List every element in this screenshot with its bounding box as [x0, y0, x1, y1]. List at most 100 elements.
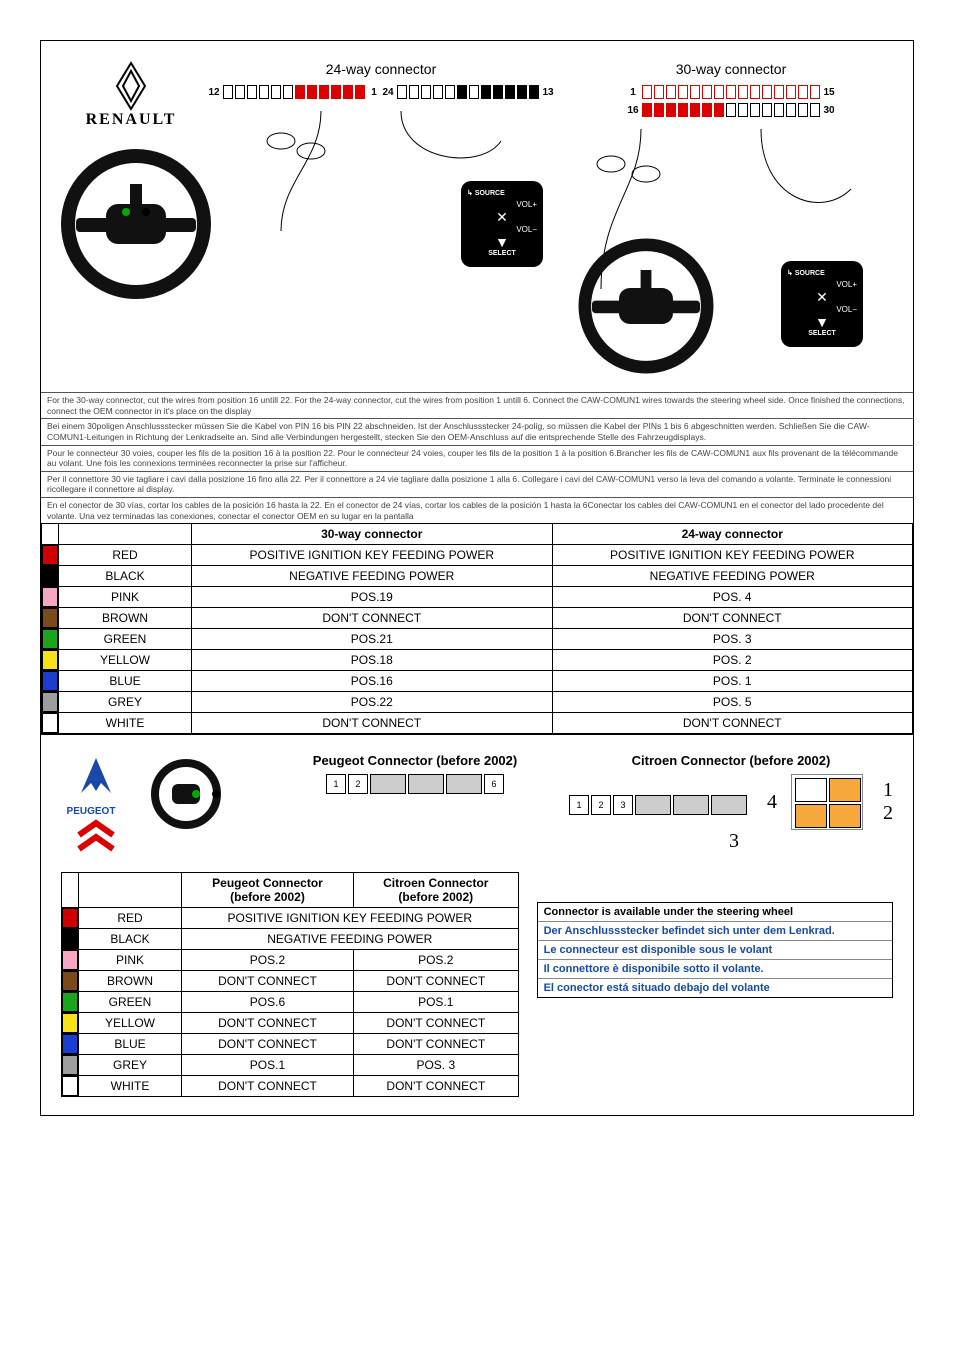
note-line: Der Anschlussstecker befindet sich unter… — [538, 922, 892, 941]
wire-peugeot: DON'T CONNECT — [182, 1034, 354, 1055]
color-swatch — [62, 1013, 78, 1033]
stalk-volm-label: VOL− — [836, 305, 857, 314]
wire-name: BLUE — [79, 1034, 182, 1055]
color-swatch — [42, 587, 58, 607]
citroen-connector-pins: 123 — [569, 795, 747, 815]
psa-head-peugeot: Peugeot Connector (before 2002) — [182, 873, 354, 908]
peugeot-logo-block: PEUGEOT — [61, 753, 131, 860]
renault-wire-table: 30-way connector 24-way connector RED PO… — [41, 523, 913, 734]
stalk-select-label: SELECT — [787, 329, 857, 339]
steering-wheel-24 — [61, 149, 211, 299]
color-swatch — [62, 971, 78, 991]
psa-head-citroen: Citroen Connector (before 2002) — [353, 873, 518, 908]
note-line: Connector is available under the steerin… — [538, 903, 892, 922]
citroen-side-1: 1 — [877, 779, 893, 802]
wire-24way: DON'T CONNECT — [552, 713, 913, 734]
table-row: RED POSITIVE IGNITION KEY FEEDING POWER — [62, 908, 519, 929]
page: RENAULT 24-way connector 1212413 — [40, 40, 914, 1116]
table-row: GREEN POS.21 POS. 3 — [42, 629, 913, 650]
citroen-side-grid — [791, 774, 863, 830]
table-row: BLACK NEGATIVE FEEDING POWER — [62, 929, 519, 950]
wire-name: WHITE — [59, 713, 192, 734]
wire-30way: POS.16 — [192, 671, 553, 692]
instruction-text: Pour le connecteur 30 voies, couper les … — [41, 445, 913, 471]
wire-peugeot: DON'T CONNECT — [182, 971, 354, 992]
renault-brand-text: RENAULT — [86, 111, 177, 129]
instruction-block: For the 30-way connector, cut the wires … — [41, 392, 913, 523]
table-row: BLACK NEGATIVE FEEDING POWER NEGATIVE FE… — [42, 566, 913, 587]
connector-pin: 1 — [326, 774, 346, 794]
stalk-source-label: SOURCE — [795, 270, 825, 277]
wire-30way: DON'T CONNECT — [192, 608, 553, 629]
color-swatch — [62, 1076, 78, 1096]
table-row: RED POSITIVE IGNITION KEY FEEDING POWER … — [42, 545, 913, 566]
psa-section: PEUGEOT Peugeot Connector (before 2002) … — [41, 735, 913, 1115]
instruction-text: En el conector de 30 vías, cortar los ca… — [41, 497, 913, 523]
steering-wheel-30 — [579, 239, 714, 374]
instruction-text: Per il connettore 30 vie tagliare i cavi… — [41, 471, 913, 497]
wire-name: GREEN — [59, 629, 192, 650]
connector-pin — [673, 795, 709, 815]
wire-citroen: DON'T CONNECT — [353, 1076, 518, 1097]
wire-name: PINK — [59, 587, 192, 608]
wire-citroen: DON'T CONNECT — [353, 1013, 518, 1034]
table-row: BROWN DON'T CONNECT DON'T CONNECT — [42, 608, 913, 629]
peugeot-connector-pins: 126 — [326, 774, 504, 794]
wire-citroen: DON'T CONNECT — [353, 971, 518, 992]
table-row: PINK POS.19 POS. 4 — [42, 587, 913, 608]
wire-30way: POS.18 — [192, 650, 553, 671]
wire-name: PINK — [79, 950, 182, 971]
led-icon — [122, 208, 130, 216]
wire-30way: NEGATIVE FEEDING POWER — [192, 566, 553, 587]
wire-peugeot: POS.2 — [182, 950, 354, 971]
small-wheel-block — [151, 753, 261, 801]
color-swatch — [42, 566, 58, 586]
connector-pin — [446, 774, 482, 794]
wire-peugeot: POS.6 — [182, 992, 354, 1013]
wire-citroen: POS. 3 — [353, 1055, 518, 1076]
wire-24way: POS. 5 — [552, 692, 913, 713]
connector-pin: 3 — [613, 795, 633, 815]
mute-icon: ✕ — [787, 290, 857, 304]
wire-name: BLUE — [59, 671, 192, 692]
citroen-side-2: 2 — [877, 802, 893, 825]
color-swatch — [42, 650, 58, 670]
color-swatch — [42, 713, 58, 733]
wire-name: BROWN — [79, 971, 182, 992]
stalk-volm-label: VOL− — [516, 225, 537, 234]
wire-name: BLACK — [59, 566, 192, 587]
mute-icon: ✕ — [467, 210, 537, 224]
wire-30way: POS.21 — [192, 629, 553, 650]
table-row: BLUE POS.16 POS. 1 — [42, 671, 913, 692]
connector-pin: 2 — [591, 795, 611, 815]
renault-section: RENAULT 24-way connector 1212413 — [41, 41, 913, 735]
connector-pin — [408, 774, 444, 794]
stalk-volp-label: VOL+ — [516, 200, 537, 209]
stalk-volp-label: VOL+ — [836, 280, 857, 289]
color-swatch — [42, 608, 58, 628]
wire-24way: POS. 1 — [552, 671, 913, 692]
table-row: YELLOW POS.18 POS. 2 — [42, 650, 913, 671]
table-head-30: 30-way connector — [192, 524, 553, 545]
wire-name: YELLOW — [59, 650, 192, 671]
wire-merged: POSITIVE IGNITION KEY FEEDING POWER — [182, 908, 519, 929]
down-arrow-icon: ▼ — [467, 235, 537, 249]
connector-pin: 2 — [348, 774, 368, 794]
wire-name: BROWN — [59, 608, 192, 629]
led-icon — [212, 790, 220, 798]
color-swatch — [62, 992, 78, 1012]
instruction-text: For the 30-way connector, cut the wires … — [41, 392, 913, 418]
connector-pin — [711, 795, 747, 815]
wire-name: WHITE — [79, 1076, 182, 1097]
citroen-pin-4: 4 — [761, 791, 777, 814]
citroen-chevrons-icon — [71, 817, 121, 857]
led-icon — [192, 790, 200, 798]
wire-24way: NEGATIVE FEEDING POWER — [552, 566, 913, 587]
wire-30way: DON'T CONNECT — [192, 713, 553, 734]
table-row: YELLOW DON'T CONNECT DON'T CONNECT — [62, 1013, 519, 1034]
wire-24way: POSITIVE IGNITION KEY FEEDING POWER — [552, 545, 913, 566]
connector-24-pins: 1212413 — [201, 83, 561, 101]
wire-24way: POS. 4 — [552, 587, 913, 608]
wire-peugeot: POS.1 — [182, 1055, 354, 1076]
wire-30way: POS.19 — [192, 587, 553, 608]
